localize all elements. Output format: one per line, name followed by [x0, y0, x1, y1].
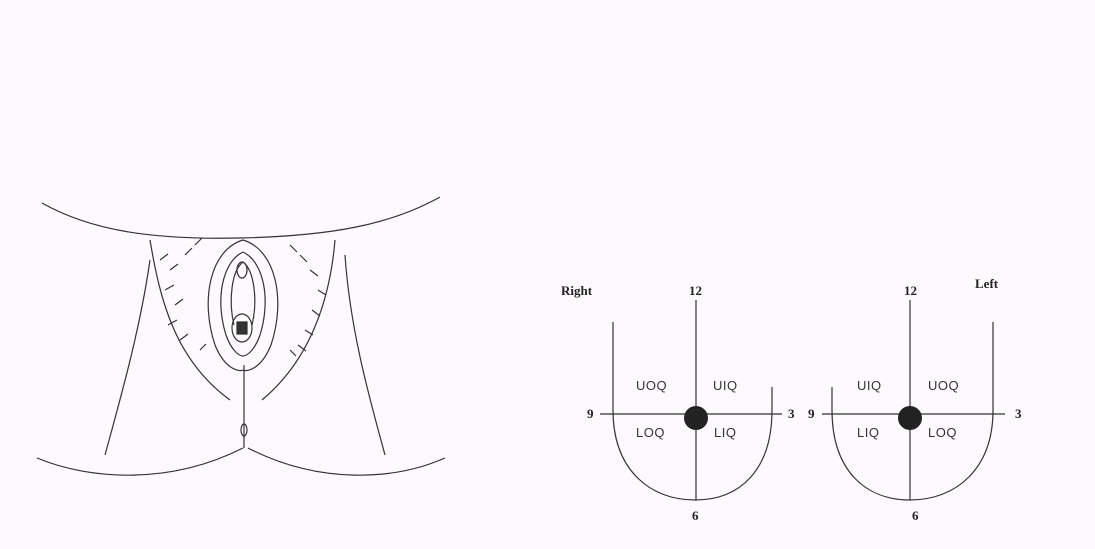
breast-quadrant-chart-left: Left 12 9 3 6 UIQ UOQ LIQ LOQ — [808, 276, 1022, 523]
clock-6-label: 6 — [912, 508, 919, 523]
quadrant-lower-right: LIQ — [714, 425, 736, 440]
quadrant-upper-right: UIQ — [713, 378, 738, 393]
side-label: Right — [561, 283, 593, 298]
breast-quadrant-chart-right: Right 12 9 3 6 UOQ UIQ LOQ LIQ — [561, 283, 795, 523]
quadrant-lower-right: LOQ — [928, 425, 957, 440]
quadrant-upper-left: UOQ — [636, 378, 667, 393]
quadrant-lower-left: LOQ — [636, 425, 665, 440]
side-label: Left — [975, 276, 999, 291]
clock-3-label: 3 — [1015, 406, 1022, 421]
clock-6-label: 6 — [692, 508, 699, 523]
breast-outline — [612, 322, 773, 501]
nipple-marker — [684, 406, 708, 430]
nipple-marker — [898, 406, 922, 430]
clock-9-label: 9 — [587, 406, 594, 421]
quadrant-lower-left: LIQ — [857, 425, 879, 440]
clock-3-label: 3 — [788, 406, 795, 421]
quadrant-upper-left: UIQ — [857, 378, 882, 393]
anatomy-illustration — [36, 196, 446, 476]
clock-12-label: 12 — [689, 283, 702, 298]
clock-9-label: 9 — [808, 406, 815, 421]
quadrant-upper-right: UOQ — [928, 378, 959, 393]
clock-12-label: 12 — [904, 283, 917, 298]
